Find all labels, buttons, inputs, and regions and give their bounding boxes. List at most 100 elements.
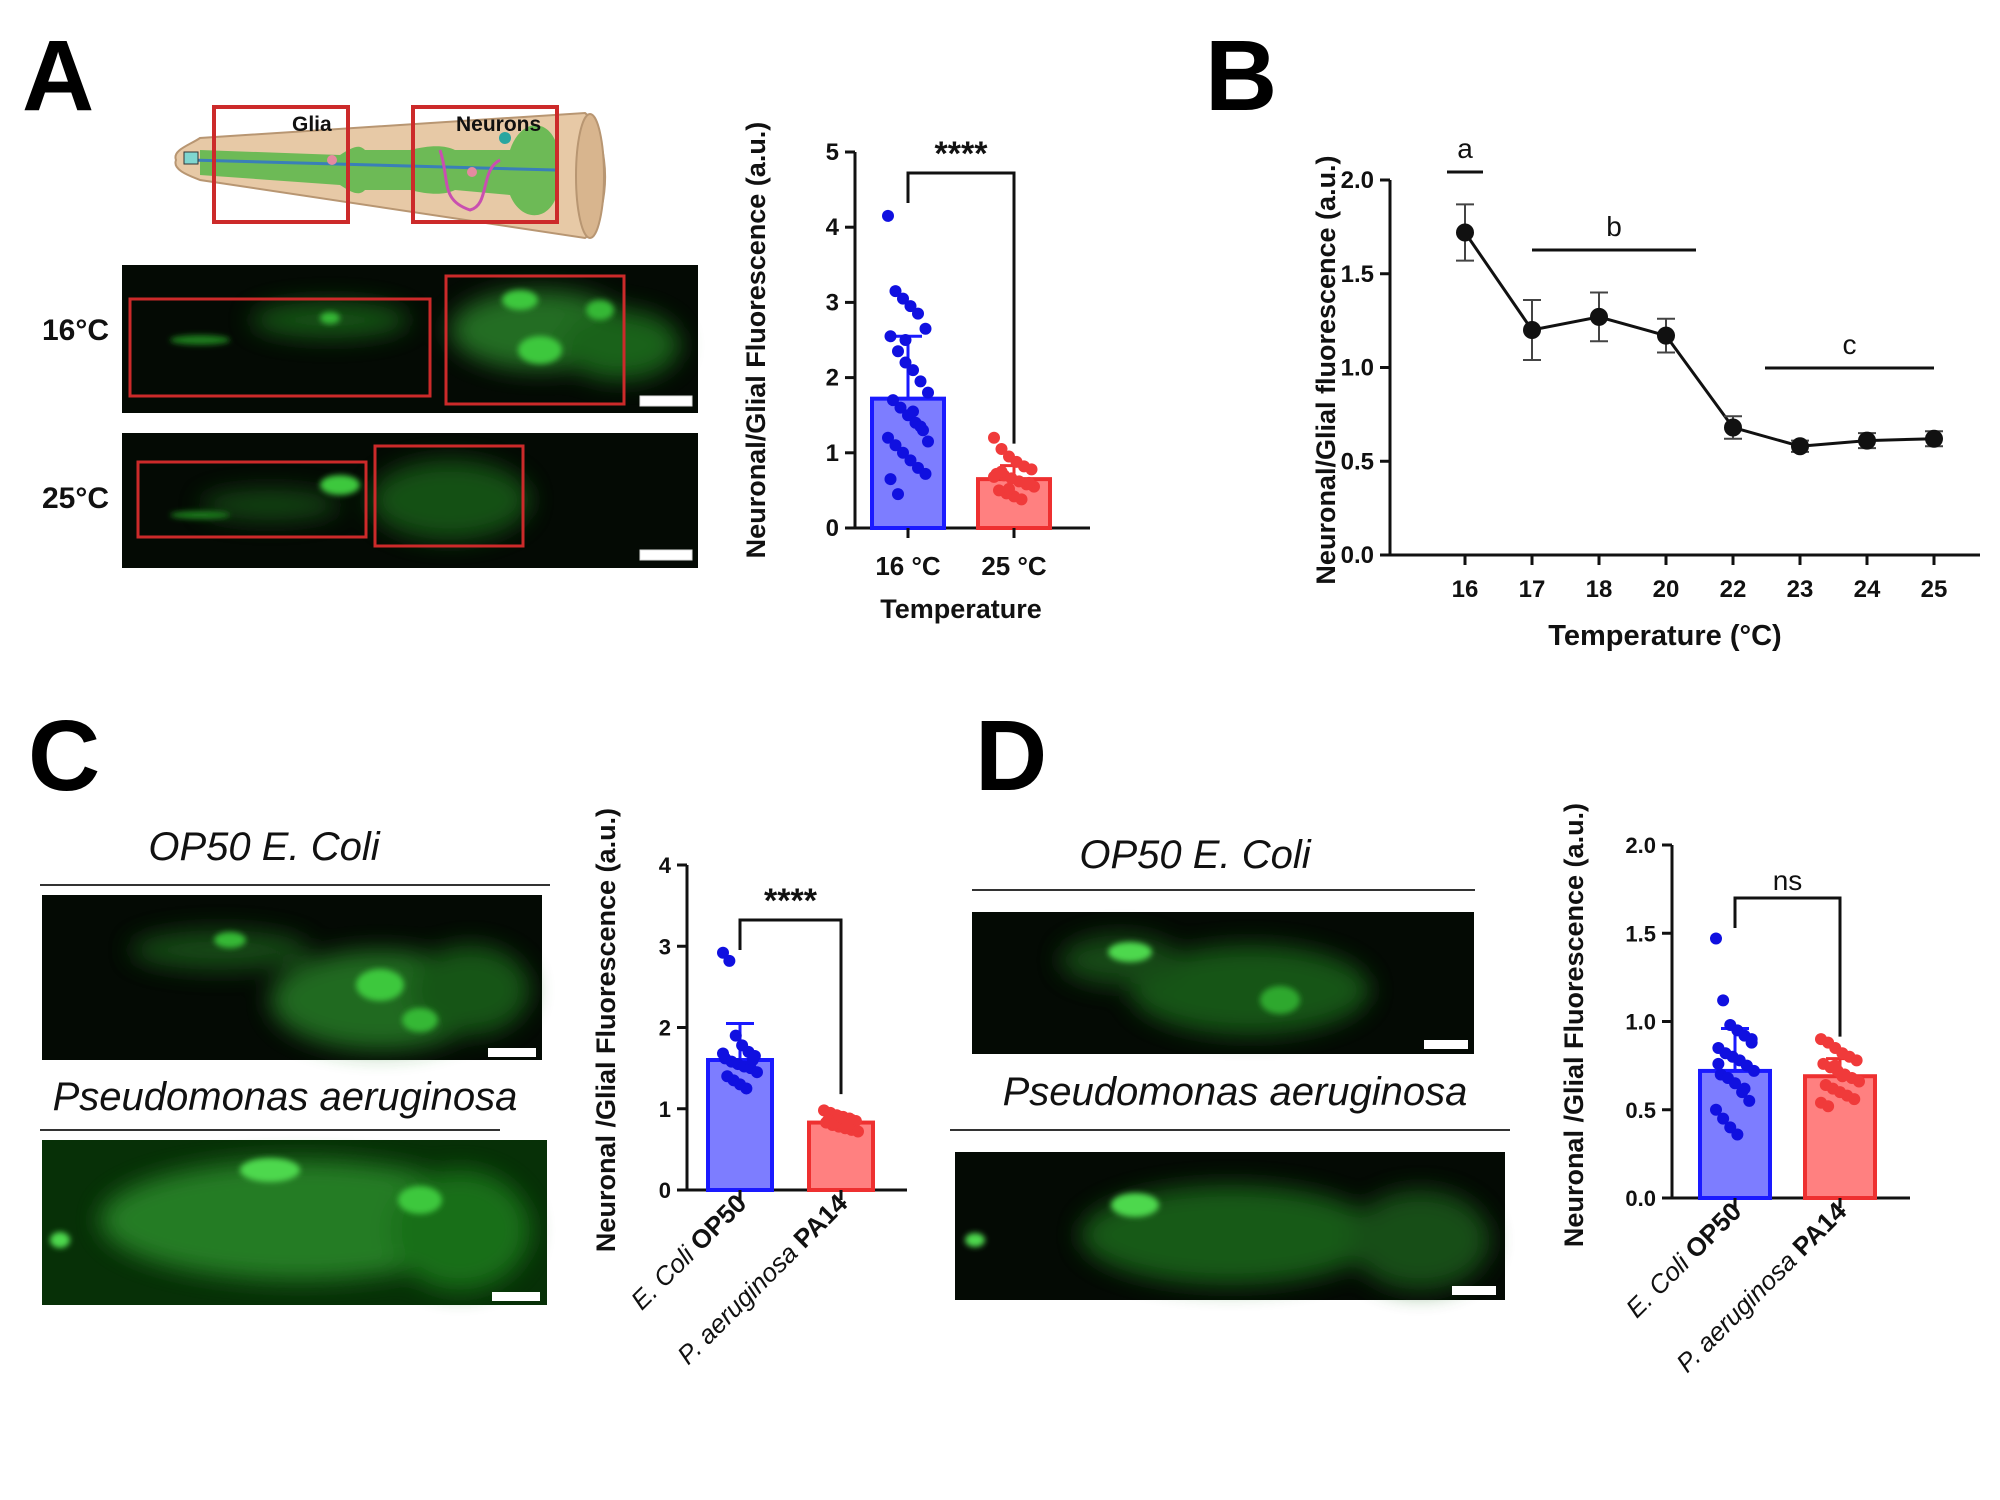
- data-point: [907, 405, 919, 418]
- y-tick-label: 0: [659, 1178, 671, 1203]
- y-tick-label: 1.0: [1341, 355, 1374, 382]
- data-point: [1710, 932, 1722, 945]
- data-point: [882, 431, 894, 444]
- data-point: [1745, 1033, 1758, 1046]
- panel-letter-a: A: [22, 20, 94, 132]
- micrograph-op50: [972, 912, 1474, 1054]
- data-point: [897, 292, 909, 305]
- data-point: [884, 330, 897, 343]
- data-point: [1791, 437, 1809, 456]
- data-point: [907, 364, 919, 377]
- data-point: [1025, 463, 1038, 476]
- scale-bar: [1452, 1286, 1496, 1295]
- group-label: a: [1457, 133, 1473, 164]
- data-point: [912, 307, 924, 320]
- data-point: [889, 439, 902, 452]
- neurons-label: Neurons: [456, 113, 541, 136]
- data-point: [1729, 1077, 1741, 1090]
- significance-label: ****: [764, 882, 818, 920]
- data-point: [919, 467, 932, 480]
- scale-bar: [488, 1048, 536, 1057]
- y-tick-label: 3: [659, 934, 671, 959]
- x-tick-label: 16 °C: [875, 551, 941, 581]
- data-point: [1523, 321, 1541, 339]
- data-point: [1850, 1054, 1863, 1067]
- data-point: [1731, 1128, 1744, 1141]
- y-tick-label: 4: [826, 214, 840, 241]
- x-tick-label: 17: [1519, 576, 1546, 603]
- data-point: [887, 394, 899, 407]
- significance-label: ****: [935, 135, 989, 173]
- data-point: [841, 1119, 854, 1132]
- x-tick-label: 18: [1586, 576, 1613, 603]
- bar-chart-a: 0 1 2 3 4 5 Neuronal/Glial Fluorescence (a.u.)…: [741, 122, 1090, 624]
- data-point: [1743, 1094, 1756, 1107]
- data-point: [1853, 1075, 1865, 1088]
- significance-label: ns: [1773, 865, 1803, 896]
- x-tick-label: P. aeruginosa PA14: [671, 1188, 853, 1370]
- data-point: [717, 946, 729, 959]
- condition-label-op50: OP50 E. Coli: [1079, 833, 1311, 877]
- y-tick-label: 1: [826, 440, 839, 467]
- y-tick-label: 2: [659, 1016, 671, 1041]
- micrograph-pa14: [42, 1140, 547, 1305]
- significance-bracket: [738, 918, 843, 1095]
- data-point: [904, 454, 917, 467]
- x-tick-label: 25 °C: [981, 551, 1047, 581]
- micrograph-16c: [122, 265, 698, 413]
- y-tick-label: 0: [826, 515, 839, 542]
- data-point: [884, 473, 897, 486]
- data-point: [1712, 1057, 1725, 1070]
- x-axis-label: Temperature (°C): [1548, 620, 1781, 652]
- y-axis-label: Neuronal /Glial Fluorescence (a.u.): [1559, 803, 1589, 1247]
- scale-bar: [639, 395, 693, 407]
- y-tick-label: 0.5: [1341, 448, 1374, 475]
- data-point: [1023, 476, 1035, 489]
- x-tick-label: 24: [1854, 576, 1881, 603]
- line-chart-b: 0.0 0.5 1.0 1.5 2.0 16 17 18 20 22 23 24 25 Neuronal/…: [1311, 133, 1980, 652]
- data-point: [1822, 1100, 1835, 1113]
- y-tick-label: 1.5: [1341, 261, 1374, 288]
- data-point: [894, 401, 907, 414]
- data-point: [751, 1066, 763, 1079]
- data-point: [1829, 1059, 1842, 1072]
- y-tick-label: 1: [659, 1097, 671, 1122]
- x-tick-label: 20: [1653, 576, 1680, 603]
- micrograph-pa14: [955, 1152, 1505, 1300]
- micrograph-label-25c: 25°C: [42, 482, 109, 515]
- worm-schematic: Glia Neurons: [174, 105, 606, 240]
- data-point: [904, 300, 917, 313]
- data-point: [1717, 994, 1730, 1007]
- y-tick-label: 0.0: [1625, 1186, 1656, 1211]
- significance-bracket: [1733, 896, 1842, 1037]
- data-point: [1003, 482, 1015, 495]
- scale-bar: [492, 1292, 540, 1301]
- y-tick-label: 2: [826, 365, 839, 392]
- data-point: [899, 356, 912, 369]
- data-point: [1848, 1093, 1861, 1106]
- data-point: [1015, 493, 1028, 506]
- data-point: [740, 1082, 753, 1095]
- y-tick-label: 2.0: [1625, 833, 1656, 858]
- neurons-roi-box: [411, 105, 559, 224]
- data-point: [1717, 1112, 1730, 1125]
- micrograph-op50: [42, 895, 542, 1060]
- data-point: [889, 285, 902, 298]
- data-point: [1858, 431, 1876, 450]
- data-point: [1724, 418, 1742, 437]
- data-point: [914, 420, 927, 433]
- micrograph-25c: [122, 433, 698, 568]
- data-point: [988, 431, 1000, 444]
- y-tick-label: 3: [826, 289, 839, 316]
- bar-chart-c: 0 1 2 3 4 Neuronal /Glial Fluorescence (a.u.)…: [591, 808, 907, 1370]
- data-point: [852, 1125, 864, 1138]
- data-point: [1657, 326, 1675, 345]
- x-tick-label: P. aeruginosa PA14: [1670, 1196, 1852, 1378]
- y-tick-label: 1.0: [1625, 1010, 1656, 1035]
- data-point: [746, 1054, 759, 1066]
- y-axis-label: Neuronal /Glial Fluorescence (a.u.): [591, 808, 621, 1252]
- x-tick-label: 25: [1921, 576, 1948, 603]
- y-tick-label: 0.0: [1341, 542, 1374, 569]
- condition-label-pa14: Pseudomonas aeruginosa: [1003, 1070, 1468, 1114]
